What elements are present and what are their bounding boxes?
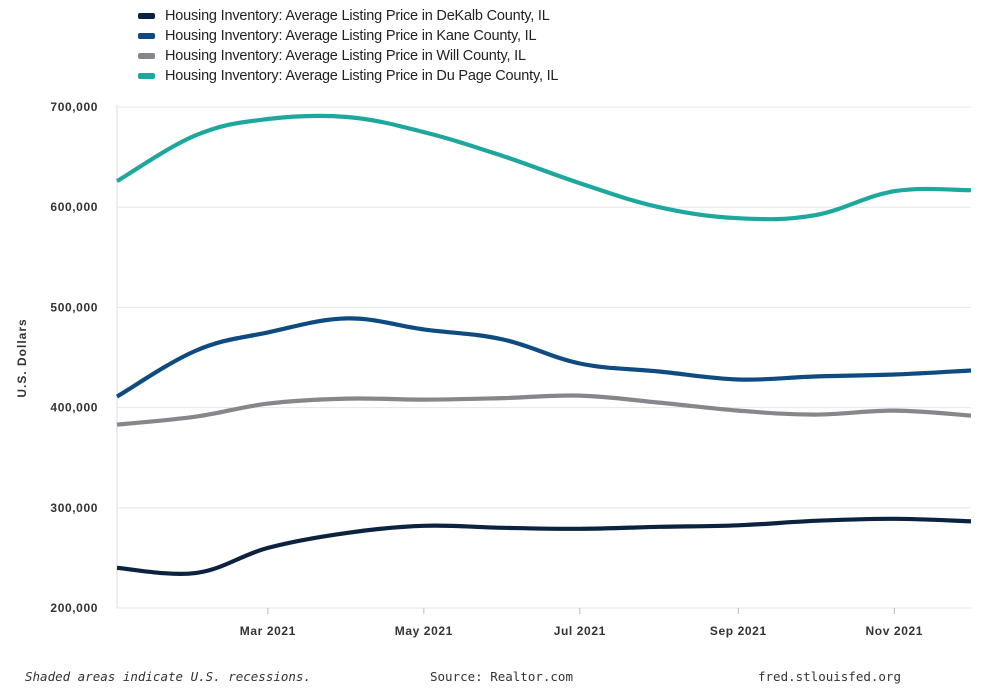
y-tick-label: 400,000 (50, 401, 98, 415)
legend-label-dupage: Housing Inventory: Average Listing Price… (165, 68, 559, 84)
series-line-dupage (115, 113, 972, 222)
gridlines (117, 106, 971, 609)
series-line-kane (115, 316, 972, 399)
source-text: Source: Realtor.com (430, 669, 573, 684)
legend-item-will: Housing Inventory: Average Listing Price… (138, 46, 558, 66)
series-line-dekalb (116, 516, 972, 576)
fred-link[interactable]: fred.stlouisfed.org (758, 669, 901, 684)
y-axis-title: U.S. Dollars (15, 318, 29, 398)
y-tick-label: 600,000 (50, 200, 98, 214)
axes: 200,000 300,000 400,000 500,000 600,000 700,0… (50, 100, 924, 638)
y-tick-label: 700,000 (50, 100, 98, 114)
legend-item-kane: Housing Inventory: Average Listing Price… (138, 26, 558, 46)
legend-swatch-will (138, 53, 155, 59)
y-tick-label: 200,000 (50, 601, 98, 615)
legend-swatch-dekalb (138, 13, 155, 19)
legend-label-dekalb: Housing Inventory: Average Listing Price… (165, 8, 550, 24)
x-tick-label: Sep 2021 (710, 624, 767, 638)
legend-label-kane: Housing Inventory: Average Listing Price… (165, 28, 537, 44)
x-tick-label: Mar 2021 (240, 624, 296, 638)
series-lines (115, 113, 972, 576)
legend-item-dekalb: Housing Inventory: Average Listing Price… (138, 6, 558, 26)
legend-swatch-dupage (138, 73, 155, 79)
y-tick-label: 500,000 (50, 300, 98, 314)
y-tick-label: 300,000 (50, 501, 98, 515)
x-tick-label: Nov 2021 (866, 624, 924, 638)
x-tick-label: May 2021 (395, 624, 453, 638)
legend-label-will: Housing Inventory: Average Listing Price… (165, 48, 526, 64)
x-tick-label: Jul 2021 (554, 624, 606, 638)
legend-item-dupage: Housing Inventory: Average Listing Price… (138, 66, 558, 86)
recession-note: Shaded areas indicate U.S. recessions. (25, 669, 311, 684)
legend: Housing Inventory: Average Listing Price… (138, 6, 558, 86)
series-line-will (116, 393, 972, 427)
legend-swatch-kane (138, 33, 155, 39)
